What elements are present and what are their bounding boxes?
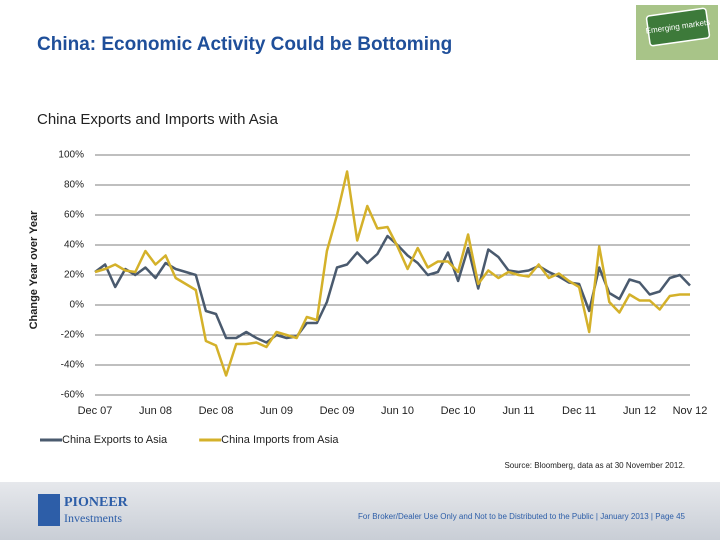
- series-line: [94, 234, 691, 344]
- x-tick-label: Jun 11: [502, 405, 534, 417]
- y-tick-label: -60%: [61, 390, 84, 401]
- footer-text: For Broker/Dealer Use Only and Not to be…: [358, 512, 686, 521]
- y-tick-label: -20%: [61, 330, 84, 341]
- x-tick-label: Dec 09: [320, 405, 355, 417]
- y-tick-label: 100%: [58, 150, 84, 161]
- chart-title: China Exports and Imports with Asia: [37, 111, 279, 128]
- source: Source: Bloomberg, data as at 30 Novembe…: [504, 461, 685, 470]
- legend-label: China Exports to Asia: [62, 434, 168, 446]
- slide-title: China: Economic Activity Could be Bottom…: [37, 34, 452, 55]
- badge-sign: [645, 7, 711, 47]
- x-tick-label: Jun 12: [623, 405, 656, 417]
- legend-label: China Imports from Asia: [221, 434, 339, 446]
- x-tick-label: Nov 12: [673, 405, 708, 417]
- x-tick-label: Jun 10: [381, 405, 414, 417]
- y-tick-label: 40%: [64, 240, 84, 251]
- footer-band: [0, 482, 720, 540]
- x-tick-label: Dec 07: [78, 405, 113, 417]
- logo-icon: [38, 494, 60, 526]
- logo-bottom: Investments: [64, 511, 122, 525]
- y-tick-label: 20%: [64, 270, 84, 281]
- y-tick-label: 60%: [64, 210, 84, 221]
- x-tick-label: Dec 10: [441, 405, 476, 417]
- x-tick-label: Dec 08: [199, 405, 234, 417]
- y-tick-label: 0%: [70, 300, 85, 311]
- y-tick-label: -40%: [61, 360, 84, 371]
- x-tick-label: Jun 08: [139, 405, 172, 417]
- logo-top: PIONEER: [64, 495, 129, 510]
- y-tick-label: 80%: [64, 180, 84, 191]
- y-axis-label: Change Year over Year: [28, 210, 40, 330]
- x-tick-label: Jun 09: [260, 405, 293, 417]
- x-tick-label: Dec 11: [562, 405, 596, 417]
- series-line: [94, 170, 690, 377]
- badge: Emerging markets: [636, 5, 718, 60]
